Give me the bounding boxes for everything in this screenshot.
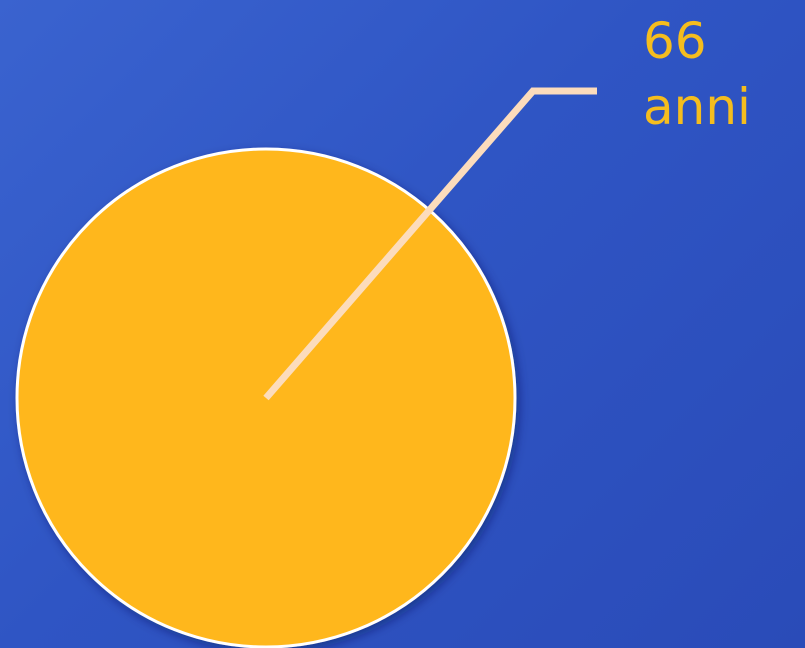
pie-data-label: 66 anni [643, 12, 751, 136]
leader-line [263, 87, 597, 401]
